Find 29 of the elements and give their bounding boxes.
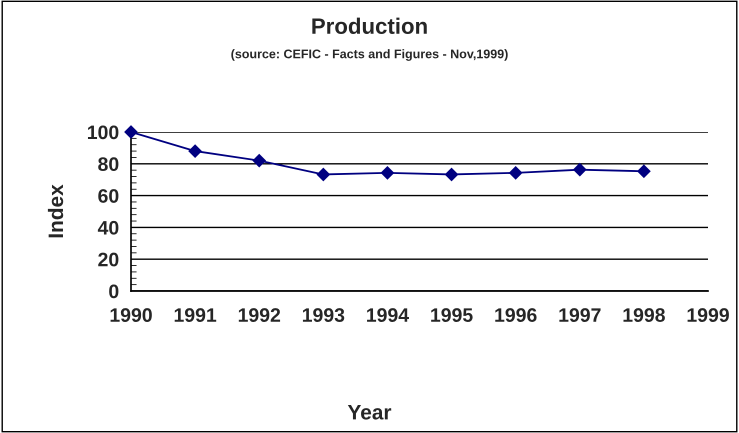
x-tick-label: 1994 [367,308,409,322]
point [637,164,650,178]
y-axis-title: Index [48,184,64,238]
y-tick-label: 60 [98,189,118,203]
x-tick-label: 1999 [688,308,729,322]
point [444,168,458,182]
point [252,154,266,168]
point [188,144,202,158]
x-tick-label: 1998 [623,308,665,322]
y-tick-label: 0 [109,284,118,298]
point [509,166,522,180]
x-tick-label: 1996 [495,308,537,322]
y-tick-label: 100 [88,125,118,140]
x-tick-label: 1997 [559,308,601,322]
point [380,166,394,180]
x-tick-label: 1993 [302,308,344,322]
chart-title: Production [312,18,427,34]
y-tick-label: 80 [98,157,118,172]
x-tick-label: 1992 [238,308,280,322]
x-tick-label: 1995 [431,308,473,322]
x-axis-title: Year [348,405,392,420]
x-tick-label: 1991 [174,308,216,322]
y-tick-label: 40 [98,220,118,235]
y-tick-label: 20 [98,252,118,266]
point [573,163,586,176]
chart-subtitle: (source: CEFIC - Facts and Figures - Nov,1999) [231,49,508,61]
x-tick-label: 1990 [110,308,152,322]
point [124,125,138,139]
point [316,168,330,182]
